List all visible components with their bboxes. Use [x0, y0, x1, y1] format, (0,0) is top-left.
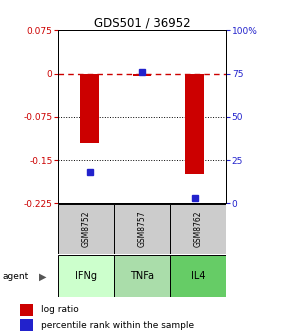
Text: IL4: IL4: [191, 271, 205, 281]
Text: ▶: ▶: [39, 271, 47, 281]
Bar: [170, 255, 226, 297]
Bar: [170, 204, 226, 254]
Text: log ratio: log ratio: [41, 305, 79, 314]
Title: GDS501 / 36952: GDS501 / 36952: [94, 16, 191, 29]
Bar: [58, 255, 114, 297]
Text: GSM8757: GSM8757: [137, 210, 147, 247]
Bar: [58, 204, 114, 254]
Text: TNFa: TNFa: [130, 271, 154, 281]
Bar: [186, 74, 204, 174]
Bar: [114, 204, 170, 254]
Text: GSM8762: GSM8762: [194, 211, 203, 247]
Bar: [114, 255, 170, 297]
Text: IFNg: IFNg: [75, 271, 97, 281]
Bar: [133, 74, 151, 76]
Bar: [20, 304, 33, 316]
Text: GSM8752: GSM8752: [81, 211, 90, 247]
Text: agent: agent: [3, 272, 29, 281]
Text: percentile rank within the sample: percentile rank within the sample: [41, 321, 194, 330]
Bar: [80, 74, 99, 143]
Bar: [20, 319, 33, 331]
